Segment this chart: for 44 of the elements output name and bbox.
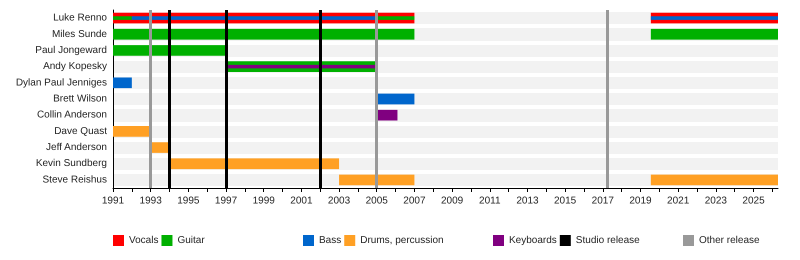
x-tick-label: 2019 bbox=[629, 196, 652, 206]
x-tick-label: 1999 bbox=[252, 196, 276, 206]
legend-label: Vocals bbox=[129, 235, 158, 246]
x-tick-label: 2023 bbox=[704, 196, 728, 206]
x-tick-label: 2001 bbox=[290, 196, 313, 206]
bar bbox=[339, 174, 414, 186]
y-tick-label: Andy Kopesky bbox=[43, 61, 107, 72]
legend-label: Keyboards bbox=[509, 235, 557, 246]
y-tick-label: Kevin Sundberg bbox=[36, 158, 107, 170]
x-tick-label: 2009 bbox=[440, 196, 464, 206]
y-tick-label: Steve Reishus bbox=[42, 174, 107, 186]
y-tick-label: Luke Renno bbox=[53, 12, 108, 24]
y-tick-label: Miles Sunde bbox=[52, 28, 108, 40]
x-tick-label: 1995 bbox=[177, 196, 200, 206]
bar bbox=[113, 77, 132, 88]
x-tick-label: 2025 bbox=[742, 196, 766, 206]
bar bbox=[113, 126, 151, 137]
y-tick-label: Jeff Anderson bbox=[46, 142, 107, 154]
x-tick-label: 2017 bbox=[592, 196, 614, 206]
legend-label: Studio release bbox=[576, 235, 640, 246]
legend-label: Guitar bbox=[177, 235, 206, 246]
y-tick-label: Brett Wilson bbox=[53, 94, 107, 104]
x-tick-label: 2007 bbox=[403, 196, 426, 206]
x-tick-label: 1993 bbox=[140, 196, 162, 206]
x-tick-label: 1991 bbox=[102, 196, 125, 206]
bar bbox=[170, 158, 340, 170]
x-tick-label: 2015 bbox=[554, 196, 577, 206]
x-tick-label: 2005 bbox=[366, 196, 388, 206]
y-tick-label: Dylan Paul Jenniges bbox=[16, 77, 107, 88]
x-tick-label: 2003 bbox=[328, 196, 351, 206]
bar bbox=[113, 45, 226, 56]
x-tick-label: 1997 bbox=[214, 196, 238, 206]
legend-label: Bass bbox=[319, 235, 342, 246]
bar bbox=[650, 174, 778, 186]
x-tick-label: 2021 bbox=[667, 196, 690, 206]
legend-label: Drums, percussion bbox=[360, 235, 444, 246]
x-tick-label: 2013 bbox=[516, 196, 540, 206]
y-tick-label: Collin Anderson bbox=[36, 110, 107, 121]
bar bbox=[376, 94, 414, 104]
y-tick-label: Paul Jongeward bbox=[35, 44, 107, 56]
legend-label: Other release bbox=[699, 235, 760, 246]
y-tick-label: Dave Quast bbox=[54, 126, 108, 137]
bar bbox=[650, 16, 778, 20]
x-tick-label: 2011 bbox=[479, 196, 501, 206]
